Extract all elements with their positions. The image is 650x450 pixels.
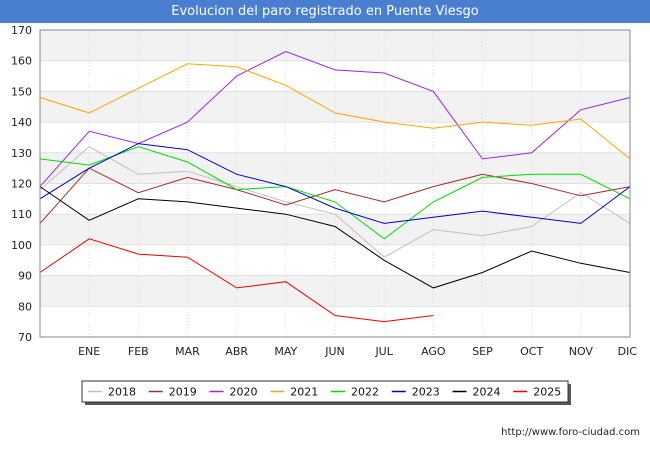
- legend: 2018 2019 2020 2021 2022 2023 2024 2025: [81, 380, 571, 405]
- legend-label-2020: 2020: [230, 386, 258, 399]
- y-tick-label: 130: [11, 147, 32, 160]
- x-tick-label: OCT: [520, 345, 543, 358]
- legend-label-2019: 2019: [169, 386, 197, 399]
- y-axis-tick-labels: 70 80 90 100 110 120 130 140 150 160 170: [11, 24, 32, 344]
- y-tick-label: 170: [11, 24, 32, 37]
- legend-label-2024: 2024: [473, 386, 501, 399]
- grid-band: [40, 60, 630, 92]
- y-tick-label: 70: [18, 331, 32, 344]
- x-tick-label: SEP: [472, 345, 493, 358]
- chart-title: Evolucion del paro registrado en Puente …: [171, 4, 479, 19]
- y-tick-label: 140: [11, 116, 32, 129]
- legend-label-2023: 2023: [412, 386, 440, 399]
- x-tick-label: DIC: [618, 345, 638, 358]
- x-tick-label: ABR: [225, 345, 248, 358]
- legend-label-2025: 2025: [533, 386, 561, 399]
- y-tick-label: 160: [11, 55, 32, 68]
- x-tick-label: AGO: [421, 345, 446, 358]
- series-line-2021: [39, 63, 631, 160]
- x-tick-label: MAR: [175, 345, 200, 358]
- legend-label-2021: 2021: [290, 386, 318, 399]
- x-tick-label: JUN: [324, 345, 345, 358]
- series-line-2023: [39, 143, 631, 224]
- series-line-2019: [39, 167, 631, 224]
- x-axis-tick-labels: ENE FEB MAR ABR MAY JUN JUL AGO SEP OCT NOV DIC: [78, 345, 637, 358]
- series-line-2024: [39, 186, 631, 289]
- series-line-2022: [39, 146, 631, 240]
- series-lines: [39, 50, 631, 323]
- x-tick-label: JUL: [374, 345, 393, 358]
- x-tick-label: NOV: [569, 345, 594, 358]
- y-tick-label: 90: [18, 270, 32, 283]
- footer-url[interactable]: http://www.foro-ciudad.com: [501, 427, 640, 438]
- legend-label-2018: 2018: [108, 386, 136, 399]
- title-bar: Evolucion del paro registrado en Puente …: [0, 0, 650, 23]
- x-tick-label: FEB: [128, 345, 149, 358]
- series-line-2018: [39, 146, 631, 258]
- y-tick-label: 150: [11, 85, 32, 98]
- y-tick-label: 120: [11, 178, 32, 191]
- plot-border: [39, 29, 631, 338]
- legend-label-2022: 2022: [351, 386, 379, 399]
- grid-band: [40, 275, 630, 307]
- x-tick-label: MAY: [274, 345, 297, 358]
- y-tick-label: 80: [18, 300, 32, 313]
- y-tick-label: 100: [11, 239, 32, 252]
- series-line-2025: [39, 238, 434, 323]
- legend-box: [81, 380, 569, 403]
- y-tick-label: 110: [11, 208, 32, 221]
- x-tick-label: ENE: [78, 345, 100, 358]
